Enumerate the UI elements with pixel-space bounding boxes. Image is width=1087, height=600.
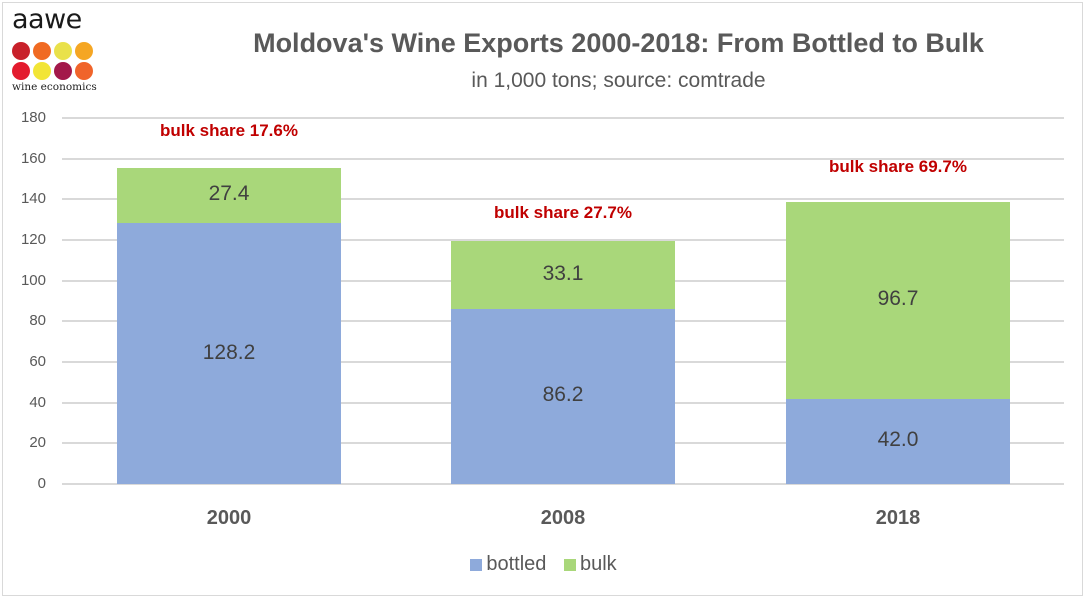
- bulk-share-annotation: bulk share 17.6%: [160, 121, 298, 140]
- data-label: 96.7: [877, 287, 919, 311]
- x-tick-label: 2008: [540, 507, 586, 529]
- legend-swatch-bulk: [563, 558, 576, 571]
- data-label: 128.2: [202, 340, 256, 364]
- gridline: [62, 117, 1064, 119]
- chart-subtitle: in 1,000 tons; source: comtrade: [471, 69, 766, 92]
- y-tick-label: 20: [29, 434, 46, 452]
- x-tick-label: 2018: [875, 507, 921, 529]
- bar-bottled-2008: 86.2: [451, 308, 675, 484]
- y-tick-label: 140: [20, 190, 46, 208]
- logo-dot: [75, 42, 93, 60]
- legend-item-bottled: bottled: [470, 553, 546, 576]
- bar-bulk-2008: 33.1: [451, 241, 675, 309]
- bar-bottled-2018: 42.0: [786, 398, 1010, 484]
- chart-title: Moldova's Wine Exports 2000-2018: From B…: [253, 28, 984, 58]
- logo-dot: [33, 62, 51, 80]
- gridline: [62, 239, 1064, 241]
- logo-dot: [54, 62, 72, 80]
- legend: bottled bulk: [0, 553, 1087, 577]
- logo-wordmark: aawe: [12, 4, 82, 35]
- aawe-logo: aawe wine economics: [10, 4, 100, 94]
- bulk-share-annotation: bulk share 27.7%: [494, 203, 632, 222]
- legend-label-bulk: bulk: [579, 553, 617, 575]
- legend-swatch-bottled: [470, 558, 483, 571]
- logo-dot: [75, 62, 93, 80]
- gridline: [62, 198, 1064, 201]
- y-tick-label: 180: [20, 109, 46, 126]
- y-tick-label: 120: [20, 231, 46, 248]
- logo-dot: [12, 62, 30, 80]
- bar-bottled-2000: 128.2: [117, 223, 341, 484]
- bulk-share-annotation: bulk share 69.7%: [829, 157, 967, 176]
- logo-tagline: wine economics: [12, 81, 97, 93]
- gridline: [62, 157, 1064, 160]
- data-label: 42.0: [877, 428, 919, 452]
- data-label: 86.2: [542, 383, 584, 407]
- y-tick-label: 100: [20, 271, 46, 289]
- logo-dot: [33, 42, 51, 60]
- x-tick-label: 2000: [206, 507, 252, 529]
- bar-bulk-2000: 27.4: [117, 167, 341, 224]
- y-tick-label: 80: [29, 312, 46, 330]
- legend-label-bottled: bottled: [486, 553, 547, 575]
- y-tick-label: 160: [20, 149, 46, 167]
- data-label: 27.4: [208, 182, 250, 206]
- legend-item-bulk: bulk: [563, 553, 617, 576]
- y-tick-label: 40: [29, 393, 46, 411]
- logo-dot: [54, 42, 72, 60]
- data-label: 33.1: [542, 262, 584, 286]
- y-tick-label: 0: [37, 475, 46, 492]
- bar-bulk-2018: 96.7: [786, 201, 1010, 399]
- gridline: [62, 483, 1064, 485]
- y-tick-label: 60: [29, 353, 46, 370]
- logo-dot: [12, 42, 30, 60]
